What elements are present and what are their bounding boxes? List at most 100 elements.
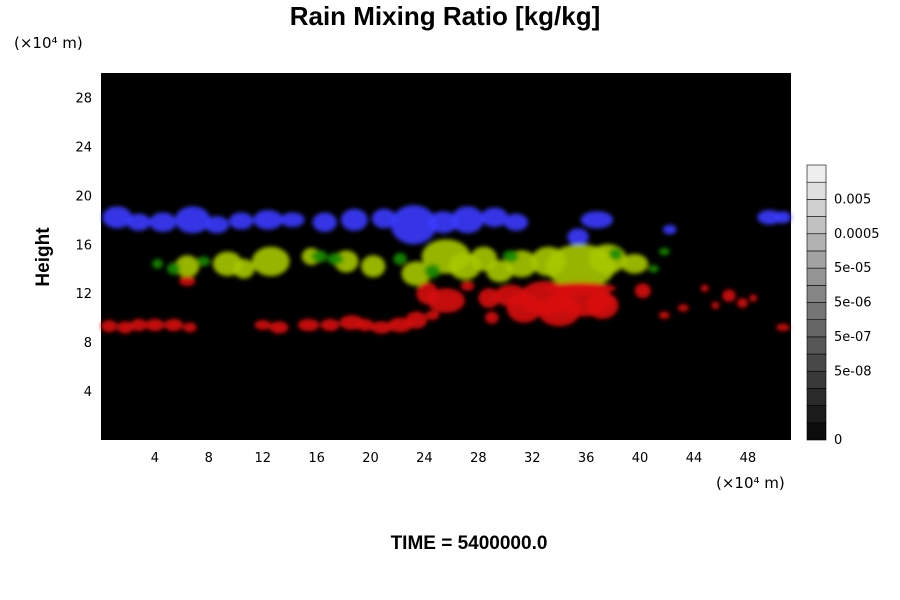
rain-cell-3-20 [478, 288, 500, 308]
x-tick-label: 36 [578, 451, 595, 466]
rain-cell-3-28 [545, 282, 616, 295]
rain-cell-1-2 [233, 258, 255, 279]
rain-cell-3-4 [164, 318, 184, 332]
colorbar-swatch [806, 388, 827, 406]
y-tick-label: 4 [84, 385, 92, 400]
rain-cell-2-2 [196, 256, 211, 267]
y-tick-label: 16 [75, 238, 92, 253]
colorbar-swatch [806, 285, 827, 303]
rain-cell-0-4 [204, 216, 230, 234]
y-tick-label: 8 [84, 336, 92, 351]
rain-cell-0-3 [175, 206, 211, 234]
rain-cell-3-6 [179, 276, 196, 286]
rain-cell-3-21 [485, 311, 499, 324]
rain-cell-3-35 [737, 298, 748, 308]
x-tick-label: 48 [740, 451, 757, 466]
y-tick-labels: 4 8 12 16 20 24 28 [75, 91, 92, 400]
colorbar-swatch [806, 233, 827, 252]
rain-cell-3-29 [634, 283, 651, 299]
rain-cell-0-20 [774, 211, 791, 224]
x-tick-label: 32 [524, 451, 541, 466]
rain-cell-0-14 [481, 207, 508, 228]
rain-cell-3-27 [586, 291, 619, 319]
rain-cell-0-10 [371, 208, 397, 229]
x-tick-label: 16 [308, 451, 325, 466]
colorbar-swatch [806, 250, 827, 269]
rain-cell-3-0 [101, 320, 118, 333]
colorbar-swatch [806, 353, 827, 372]
y-axis-label: Height [33, 227, 54, 287]
rain-cell-1-15 [588, 244, 627, 274]
rain-cell-3-30 [658, 311, 670, 319]
colorbar-swatch [806, 199, 827, 217]
x-tick-label: 44 [686, 451, 703, 466]
rain-cell-0-18 [662, 224, 677, 235]
rain-cell-0-19 [757, 210, 782, 225]
rain-cell-2-0 [152, 258, 163, 269]
y-tick-label: 24 [75, 140, 92, 155]
rain-cell-3-37 [776, 323, 790, 332]
rain-cell-2-9 [648, 265, 659, 273]
x-tick-label: 28 [470, 451, 487, 466]
x-axis-unit: (×10⁴ m) [716, 474, 785, 492]
rain-cell-3-31 [677, 304, 689, 312]
x-tick-label: 8 [205, 451, 213, 466]
colorbar-swatch [806, 164, 827, 183]
rain-cell-3-10 [320, 318, 340, 332]
y-axis-unit: (×10⁴ m) [14, 34, 83, 52]
rain-cell-3-16 [425, 310, 440, 321]
colorbar-label: 0 [834, 433, 842, 448]
x-tick-label: 24 [416, 451, 433, 466]
colorbar-swatch [806, 181, 827, 200]
rain-cell-0-5 [229, 212, 254, 230]
colorbar-label: 0.0005 [834, 227, 880, 242]
rain-cell-0-1 [126, 213, 151, 231]
rain-cell-3-36 [749, 294, 758, 302]
rain-cell-2-4 [327, 252, 344, 266]
rain-cell-0-6 [253, 210, 283, 230]
colorbar: 0.005 0.0005 5e-05 5e-06 5e-07 5e-08 0 [806, 164, 880, 448]
rain-cell-1-0 [175, 255, 200, 278]
y-tick-label: 12 [75, 287, 92, 302]
rain-cell-0-17 [580, 211, 614, 229]
rain-cell-0-0 [102, 206, 132, 229]
x-tick-label: 4 [151, 451, 159, 466]
rain-cell-3-13 [370, 321, 393, 334]
colorbar-label: 5e-06 [834, 296, 872, 311]
rain-cell-0-13 [451, 206, 484, 234]
rain-cell-3-2 [130, 318, 147, 332]
rain-cell-3-19 [460, 280, 475, 291]
rain-cell-3-32 [700, 284, 709, 292]
rain-cell-3-33 [711, 301, 720, 310]
rain-cell-3-9 [297, 318, 320, 332]
rain-cell-3-5 [183, 322, 197, 333]
rain-layer-3 [101, 276, 790, 334]
rain-cell-0-12 [428, 211, 459, 234]
rain-cell-0-11 [390, 205, 437, 245]
colorbar-swatch [806, 336, 827, 355]
rain-cell-2-8 [609, 247, 623, 261]
rain-cell-2-5 [393, 252, 407, 266]
rain-cell-1-16 [621, 254, 649, 274]
rain-cell-2-10 [658, 247, 670, 256]
colorbar-label: 5e-05 [834, 261, 872, 276]
colorbar-label: 0.005 [834, 192, 871, 207]
x-tick-label: 12 [254, 451, 271, 466]
rain-layer-0 [102, 205, 791, 246]
rain-field [101, 205, 791, 334]
colorbar-swatch [806, 319, 827, 338]
rain-cell-2-6 [424, 263, 441, 279]
colorbar-swatch [806, 267, 827, 286]
rain-cell-1-7 [401, 261, 432, 286]
rain-cell-3-1 [117, 321, 134, 334]
colorbar-swatch [806, 302, 827, 320]
rain-cell-2-1 [167, 262, 181, 275]
x-tick-label: 20 [362, 451, 379, 466]
rain-cell-3-34 [722, 289, 736, 302]
rain-cell-2-3 [311, 250, 328, 263]
rain-cell-3-3 [145, 318, 165, 332]
rain-cell-2-7 [502, 250, 519, 263]
y-tick-label: 28 [75, 91, 92, 106]
rain-cell-0-9 [340, 208, 368, 231]
